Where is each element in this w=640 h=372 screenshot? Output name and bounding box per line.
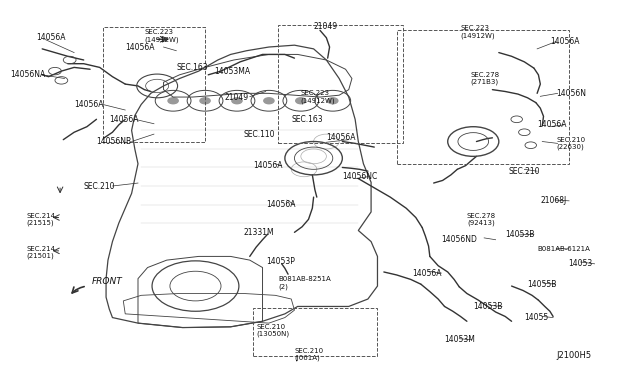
Text: SEC.210
(13050N): SEC.210 (13050N) bbox=[256, 324, 289, 337]
Text: 14056NC: 14056NC bbox=[342, 172, 378, 181]
Text: 14053B: 14053B bbox=[473, 302, 502, 311]
Text: 14056N: 14056N bbox=[556, 89, 586, 98]
Text: 14053: 14053 bbox=[568, 259, 592, 268]
Text: SEC.210
(22630): SEC.210 (22630) bbox=[556, 137, 586, 150]
Text: SEC.214
(21515): SEC.214 (21515) bbox=[26, 213, 55, 226]
Text: 14056A: 14056A bbox=[326, 133, 356, 142]
Text: 21331M: 21331M bbox=[243, 228, 274, 237]
Circle shape bbox=[328, 98, 338, 104]
Text: B081AB-8251A
(2): B081AB-8251A (2) bbox=[278, 276, 332, 290]
Circle shape bbox=[232, 98, 242, 104]
Text: 14053MA: 14053MA bbox=[214, 67, 251, 76]
Text: 14056A: 14056A bbox=[125, 42, 155, 51]
Bar bbox=[278, 25, 403, 143]
Bar bbox=[103, 27, 205, 141]
Text: SEC.163: SEC.163 bbox=[176, 63, 208, 72]
Text: 21068J: 21068J bbox=[540, 196, 566, 205]
Text: SEC.223
(14912W): SEC.223 (14912W) bbox=[461, 25, 495, 39]
Text: 14055: 14055 bbox=[524, 313, 548, 322]
Text: FRONT: FRONT bbox=[92, 277, 123, 286]
Text: SEC.278
(271B3): SEC.278 (271B3) bbox=[470, 72, 499, 85]
Bar bbox=[253, 308, 378, 356]
Text: 14053B: 14053B bbox=[505, 230, 534, 239]
Circle shape bbox=[296, 98, 306, 104]
Text: 14056ND: 14056ND bbox=[442, 235, 477, 244]
Text: 14056A: 14056A bbox=[74, 100, 104, 109]
Text: SEC.223
(14912W): SEC.223 (14912W) bbox=[301, 90, 335, 104]
Text: 21049: 21049 bbox=[224, 93, 248, 102]
Circle shape bbox=[264, 98, 274, 104]
Text: 14056NB: 14056NB bbox=[97, 137, 132, 146]
Text: SEC.210: SEC.210 bbox=[508, 167, 540, 176]
Text: SEC.278
(92413): SEC.278 (92413) bbox=[467, 213, 496, 226]
Bar bbox=[397, 31, 569, 164]
Text: 14056A: 14056A bbox=[266, 200, 295, 209]
Text: 14053M: 14053M bbox=[445, 335, 476, 344]
Text: 21049: 21049 bbox=[314, 22, 338, 31]
Circle shape bbox=[200, 98, 210, 104]
Text: SEC.110: SEC.110 bbox=[243, 129, 275, 139]
Text: SEC.163: SEC.163 bbox=[291, 115, 323, 124]
Text: 14053P: 14053P bbox=[266, 257, 294, 266]
Text: 14055B: 14055B bbox=[527, 280, 557, 289]
Text: 14056A: 14056A bbox=[36, 33, 65, 42]
Text: 14056NA: 14056NA bbox=[10, 70, 45, 79]
Text: 14056A: 14056A bbox=[253, 161, 282, 170]
Text: 14056A: 14056A bbox=[413, 269, 442, 278]
Circle shape bbox=[168, 98, 178, 104]
Text: 14056A: 14056A bbox=[537, 121, 566, 129]
Text: SEC.210
(J061A): SEC.210 (J061A) bbox=[294, 348, 324, 361]
Text: B081AB-6121A: B081AB-6121A bbox=[537, 246, 590, 252]
Text: SEC.210: SEC.210 bbox=[84, 182, 115, 190]
Text: 14056A: 14056A bbox=[109, 115, 139, 124]
Text: 14056A: 14056A bbox=[550, 37, 579, 46]
Text: SEC.223
(14912W): SEC.223 (14912W) bbox=[145, 29, 179, 43]
Text: J2100H5: J2100H5 bbox=[556, 351, 591, 360]
Text: SEC.214
(21501): SEC.214 (21501) bbox=[26, 246, 55, 259]
